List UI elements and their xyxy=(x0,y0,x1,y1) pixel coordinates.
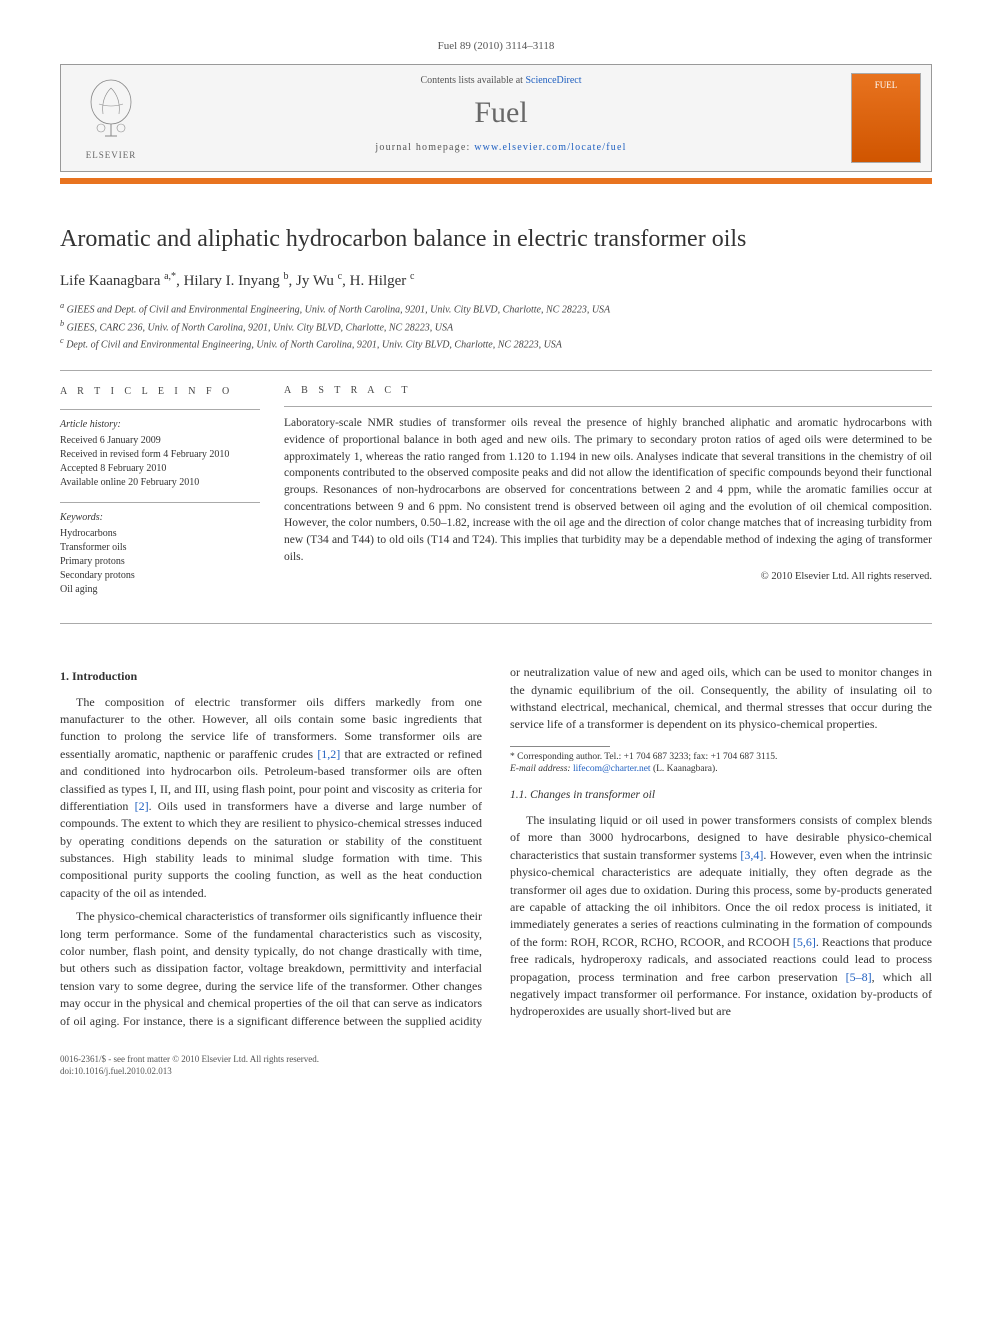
body-columns: 1. Introduction The composition of elect… xyxy=(60,664,932,1030)
journal-name: Fuel xyxy=(171,96,831,130)
email-label: E-mail address: xyxy=(510,764,571,774)
banner-right: FUEL xyxy=(841,65,931,171)
keywords-block: Keywords: Hydrocarbons Transformer oils … xyxy=(60,502,260,597)
section-1-heading: 1. Introduction xyxy=(60,668,482,685)
banner-center: Contents lists available at ScienceDirec… xyxy=(161,65,841,171)
publisher-logo-block: ELSEVIER xyxy=(61,65,161,171)
footnote-corr: * Corresponding author. Tel.: +1 704 687… xyxy=(510,751,932,763)
keyword: Transformer oils xyxy=(60,541,260,555)
email-name: (L. Kaanagbara). xyxy=(653,764,718,774)
abstract-copyright: © 2010 Elsevier Ltd. All rights reserved… xyxy=(284,571,932,582)
corresponding-author-footnote: * Corresponding author. Tel.: +1 704 687… xyxy=(510,751,932,776)
page-container: Fuel 89 (2010) 3114–3118 ELSEVIER Conten… xyxy=(0,0,992,1107)
keyword: Secondary protons xyxy=(60,569,260,583)
keywords-label: Keywords: xyxy=(60,511,260,525)
footnote-rule xyxy=(510,746,610,747)
homepage-prefix: journal homepage: xyxy=(375,142,474,153)
history-line: Received 6 January 2009 xyxy=(60,434,260,448)
page-footer: 0016-2361/$ - see front matter © 2010 El… xyxy=(60,1048,932,1077)
ref-link[interactable]: [5–8] xyxy=(846,970,872,984)
ref-link[interactable]: [5,6] xyxy=(793,935,816,949)
keyword: Primary protons xyxy=(60,555,260,569)
journal-banner: ELSEVIER Contents lists available at Sci… xyxy=(60,64,932,172)
contents-prefix: Contents lists available at xyxy=(420,75,525,86)
paragraph: The composition of electric transformer … xyxy=(60,694,482,903)
abstract-col: A B S T R A C T Laboratory-scale NMR stu… xyxy=(284,385,932,609)
contents-line: Contents lists available at ScienceDirec… xyxy=(171,75,831,86)
elsevier-tree-icon xyxy=(81,76,141,146)
cover-label: FUEL xyxy=(875,80,898,90)
history-line: Accepted 8 February 2010 xyxy=(60,462,260,476)
article-info-col: A R T I C L E I N F O Article history: R… xyxy=(60,385,260,609)
history-label: Article history: xyxy=(60,418,260,432)
email-link[interactable]: lifecom@charter.net xyxy=(573,764,651,774)
homepage-link[interactable]: www.elsevier.com/locate/fuel xyxy=(474,142,626,153)
authors-line: Life Kaanagbara a,*, Hilary I. Inyang b,… xyxy=(60,271,932,290)
publisher-name: ELSEVIER xyxy=(86,150,137,160)
history-line: Received in revised form 4 February 2010 xyxy=(60,448,260,462)
affiliation-c: c Dept. of Civil and Environmental Engin… xyxy=(60,335,932,352)
keyword: Hydrocarbons xyxy=(60,527,260,541)
footer-doi: doi:10.1016/j.fuel.2010.02.013 xyxy=(60,1066,932,1078)
abstract-text: Laboratory-scale NMR studies of transfor… xyxy=(284,415,932,565)
homepage-line: journal homepage: www.elsevier.com/locat… xyxy=(171,142,831,153)
affiliation-a: a GIEES and Dept. of Civil and Environme… xyxy=(60,300,932,317)
paragraph: The insulating liquid or oil used in pow… xyxy=(510,812,932,1021)
history-line: Available online 20 February 2010 xyxy=(60,476,260,490)
footer-line-1: 0016-2361/$ - see front matter © 2010 El… xyxy=(60,1054,932,1066)
orange-divider xyxy=(60,178,932,184)
article-info-heading: A R T I C L E I N F O xyxy=(60,385,260,399)
section-1-1-heading: 1.1. Changes in transformer oil xyxy=(510,787,932,804)
history-block: Article history: Received 6 January 2009… xyxy=(60,409,260,490)
affiliation-b: b GIEES, CARC 236, Univ. of North Caroli… xyxy=(60,318,932,335)
info-abstract-row: A R T I C L E I N F O Article history: R… xyxy=(60,370,932,624)
header-citation: Fuel 89 (2010) 3114–3118 xyxy=(60,40,932,52)
journal-cover-icon: FUEL xyxy=(851,73,921,163)
keyword: Oil aging xyxy=(60,583,260,597)
affiliations: a GIEES and Dept. of Civil and Environme… xyxy=(60,300,932,352)
ref-link[interactable]: [2] xyxy=(135,799,149,813)
ref-link[interactable]: [3,4] xyxy=(740,848,763,862)
ref-link[interactable]: [1,2] xyxy=(317,747,340,761)
sciencedirect-link[interactable]: ScienceDirect xyxy=(525,75,581,86)
article-title: Aromatic and aliphatic hydrocarbon balan… xyxy=(60,224,932,255)
abstract-heading: A B S T R A C T xyxy=(284,385,932,396)
